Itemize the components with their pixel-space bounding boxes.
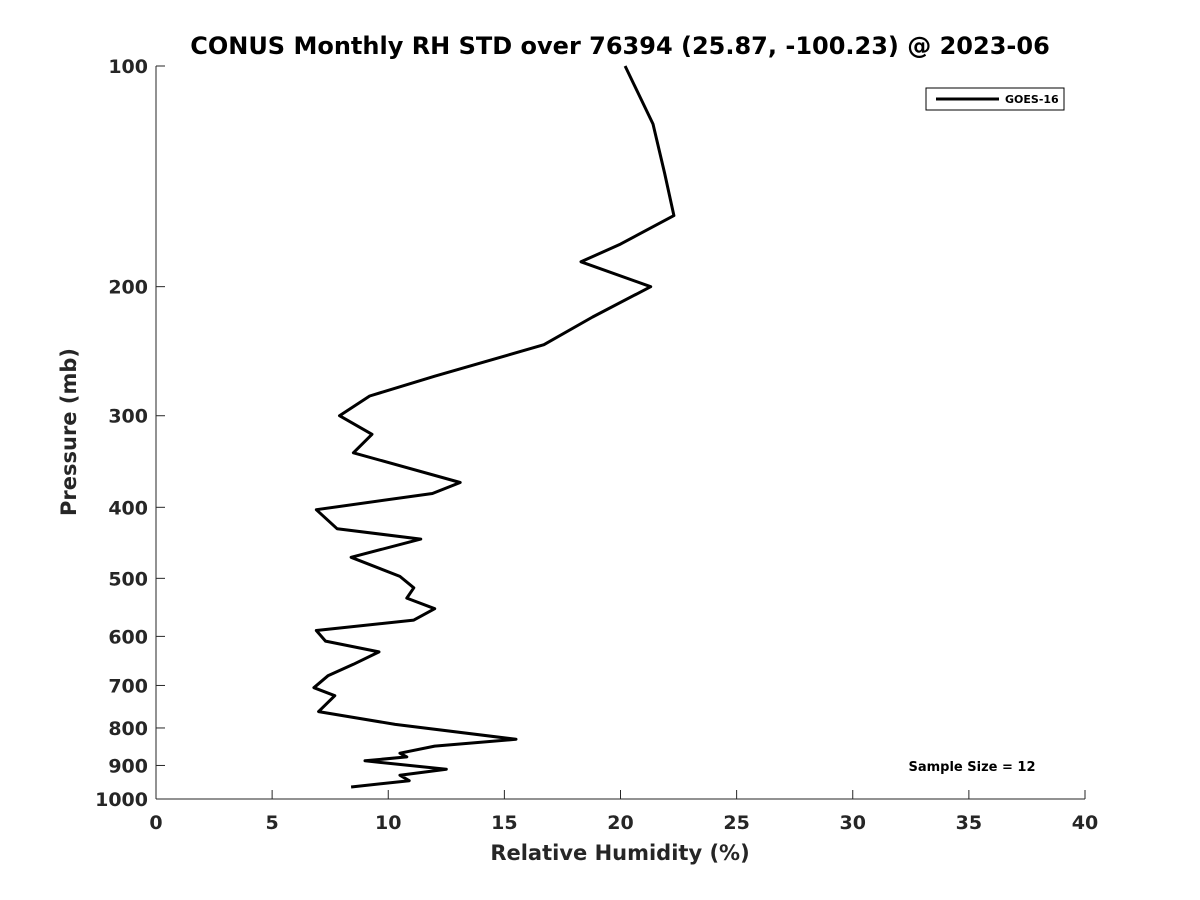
y-axis: 100 200 300 400 500 600 700 800 900 1000	[95, 56, 165, 811]
x-axis-label: Relative Humidity (%)	[490, 841, 749, 865]
x-tick-label: 5	[266, 812, 279, 834]
x-tick-label: 0	[149, 812, 162, 834]
x-tick-label: 15	[491, 812, 517, 834]
x-tick-label: 10	[375, 812, 401, 834]
y-tick-label: 800	[108, 718, 148, 740]
chart-title: CONUS Monthly RH STD over 76394 (25.87, …	[190, 32, 1050, 60]
legend-label-goes-16: GOES-16	[1005, 93, 1059, 106]
plot-area	[156, 66, 1085, 799]
legend: GOES-16	[925, 87, 1065, 111]
x-tick-label: 25	[723, 812, 749, 834]
y-tick-label: 300	[108, 406, 148, 428]
x-tick-label: 20	[607, 812, 633, 834]
y-axis-label: Pressure (mb)	[57, 348, 81, 516]
series-line-goes-16	[312, 65, 676, 789]
sample-size-annotation: Sample Size = 12	[908, 760, 1035, 775]
y-tick-label: 900	[108, 755, 148, 777]
y-tick-label: 600	[108, 626, 148, 648]
x-tick-label: 35	[956, 812, 982, 834]
x-tick-label: 30	[840, 812, 866, 834]
x-tick-label: 40	[1072, 812, 1098, 834]
series-layer	[312, 65, 676, 789]
y-tick-label: 100	[108, 56, 148, 78]
y-tick-label: 200	[108, 277, 148, 299]
y-tick-label: 700	[108, 675, 148, 697]
y-tick-label: 400	[108, 497, 148, 519]
y-tick-label: 1000	[95, 789, 148, 811]
x-axis: 0 5 10 15 20 25 30 35 40	[149, 790, 1098, 834]
y-tick-label: 500	[108, 568, 148, 590]
